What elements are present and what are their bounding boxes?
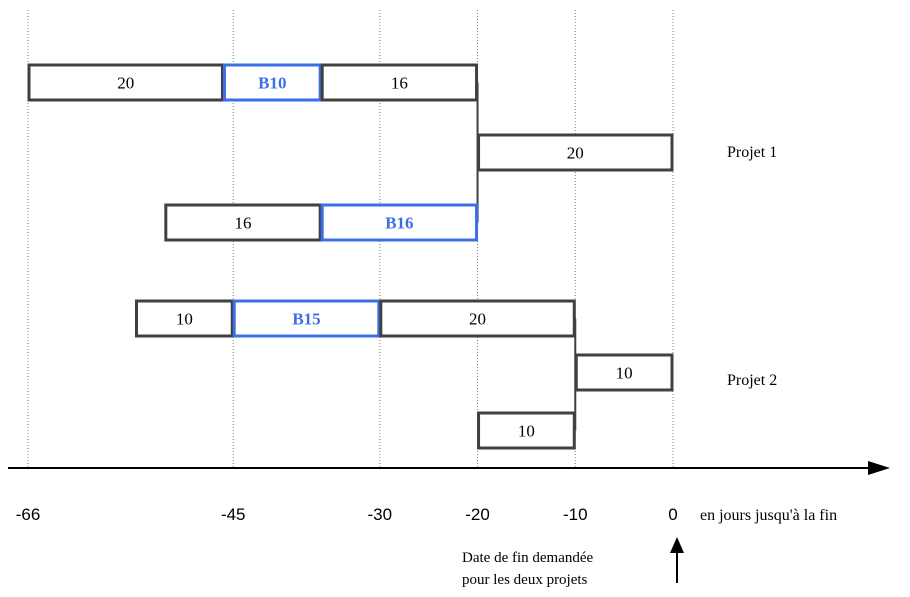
task-bar: 20 [27,63,224,102]
task-bar: 10 [477,411,576,450]
deadline-note-line1: Date de fin demandée [462,550,594,566]
task-bars: 20 B10 16 20 16 B16 10 B15 20 10 10 [27,63,674,450]
task-rect [574,353,674,392]
task-bar: 20 [379,299,576,338]
task-bar: 10 [574,353,674,392]
task-rect [477,133,674,172]
task-duration-label: 10 [518,422,535,441]
buffer-bar: B10 [222,63,322,102]
tick-label: -66 [16,505,41,524]
task-rect [379,299,576,338]
tick-label: -30 [368,505,393,524]
axis-unit-label: en jours jusqu'à la fin [700,507,837,524]
buffer-rect [222,63,322,102]
task-duration-label: 10 [176,310,193,329]
buffer-label: B10 [258,74,286,93]
task-duration-label: 16 [391,74,408,93]
buffer-label: B15 [292,310,320,329]
task-duration-label: 20 [567,144,584,163]
project-1-label: Projet 1 [727,144,777,161]
project-2-label: Projet 2 [727,372,777,389]
buffer-bar: B15 [232,299,381,338]
task-rect [477,411,576,450]
buffer-label: B16 [385,214,413,233]
task-duration-label: 20 [469,310,486,329]
task-bar: 16 [164,203,322,242]
deadline-note-line2: pour les deux projets [462,572,588,588]
buffer-rect [232,299,381,338]
buffer-bar: B16 [320,203,479,242]
task-rect [164,203,322,242]
task-bar: 10 [135,299,234,338]
task-duration-label: 16 [235,214,252,233]
tick-label: -20 [465,505,490,524]
task-rect [320,63,479,102]
axis-tick-labels: -66 -45 -30 -20 -10 0 [16,505,678,524]
task-duration-label: 20 [117,74,134,93]
task-rect [135,299,234,338]
buffer-rect [320,203,479,242]
deadline-arrow-up-icon [670,537,684,553]
task-bar: 16 [320,63,479,102]
tick-label: -10 [563,505,588,524]
tick-label: -45 [221,505,246,524]
time-axis-arrow-icon [868,461,890,475]
task-rect [27,63,224,102]
tick-label: 0 [668,505,677,524]
task-duration-label: 10 [616,364,633,383]
task-bar: 20 [477,133,674,172]
